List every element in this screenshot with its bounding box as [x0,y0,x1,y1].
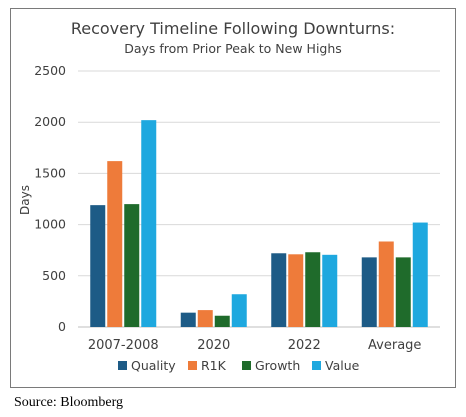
bar-growth-2007-2008 [124,204,140,327]
legend-swatch-r1k [188,361,197,370]
source-note: Source: Bloomberg [14,395,124,410]
y-tick-label: 1000 [34,217,66,232]
bar-r1k-2022 [288,254,304,327]
chart-subtitle: Days from Prior Peak to New Highs [124,41,342,56]
bar-value-2020 [231,294,247,327]
bar-quality-2007-2008 [90,205,106,327]
legend-label-growth: Growth [255,358,300,373]
y-tick-label: 2000 [34,114,66,129]
bar-r1k-2020 [197,310,213,327]
y-tick-label: 0 [58,319,66,334]
x-tick-label: 2020 [197,338,230,353]
y-tick-labels: 0 500 1000 1500 2000 2500 [34,63,66,334]
chart-title: Recovery Timeline Following Downturns: [71,19,395,38]
y-axis-label: Days [18,185,32,215]
bars [90,120,428,327]
legend-label-r1k: R1K [201,358,227,373]
bar-value-2007-2008 [141,120,157,327]
y-tick-label: 2500 [34,63,66,78]
bar-value-average [412,222,428,327]
x-tick-label: 2007-2008 [88,338,159,353]
y-tick-label: 500 [42,268,66,283]
x-tick-labels: 2007-2008 2020 2022 Average [88,338,422,353]
legend-swatch-quality [118,361,127,370]
legend: Quality R1K Growth Value [118,358,360,373]
x-tick-label: 2022 [288,338,321,353]
y-tick-label: 1500 [34,165,66,180]
legend-swatch-value [312,361,321,370]
legend-label-value: Value [325,358,360,373]
x-tick-label: Average [368,338,421,353]
bar-quality-2022 [271,253,287,327]
bar-growth-2020 [214,315,230,327]
bar-quality-average [361,257,377,327]
bar-value-2022 [322,254,338,327]
bar-r1k-2007-2008 [107,161,123,327]
bar-r1k-average [378,241,394,327]
bar-growth-2022 [305,252,321,327]
bar-quality-2020 [180,312,196,327]
bar-growth-average [395,257,411,327]
legend-label-quality: Quality [131,358,176,373]
legend-swatch-growth [242,361,251,370]
